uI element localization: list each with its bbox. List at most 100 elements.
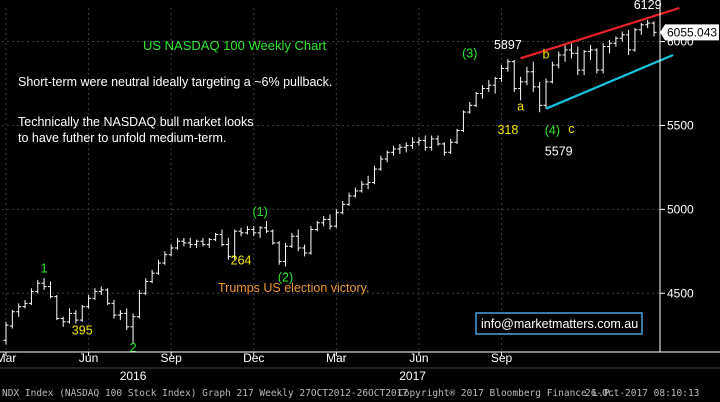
- ohlc-bar: [378, 155, 384, 171]
- note-line-2: Technically the NASDAQ bull market looks: [18, 115, 254, 129]
- ohlc-bar: [556, 51, 562, 69]
- ohlc-bar: [524, 66, 530, 86]
- election-note: Trumps US election victory.: [218, 281, 369, 295]
- annotation-label: c: [568, 122, 574, 136]
- ohlc-bar: [422, 135, 428, 151]
- ohlc-bar: [105, 288, 111, 306]
- ohlc-bar: [302, 244, 308, 257]
- x-tick-label: Jun: [79, 351, 98, 365]
- ohlc-bar: [136, 289, 142, 319]
- ohlc-bar: [486, 80, 492, 92]
- ohlc-bar: [435, 135, 441, 146]
- contact-email[interactable]: info@marketmatters.com.au: [481, 317, 638, 331]
- ohlc-bar: [3, 321, 9, 345]
- ohlc-bar: [467, 101, 473, 114]
- trendline-cyan: [545, 53, 674, 110]
- ohlc-bar: [251, 226, 257, 237]
- ohlc-bar: [645, 19, 651, 29]
- annotation-label: 1: [41, 261, 48, 275]
- annotation-label: a: [517, 99, 524, 113]
- ohlc-bar: [314, 221, 320, 232]
- bloomberg-footer: NDX Index (NASDAQ 100 Stock Index) Graph…: [0, 385, 720, 402]
- ohlc-bar: [232, 229, 238, 260]
- ohlc-bar: [352, 187, 358, 198]
- ohlc-bar: [213, 232, 219, 242]
- year-label: 2017: [399, 369, 426, 383]
- ohlc-bar: [359, 180, 365, 193]
- trendline-red: [520, 6, 680, 60]
- ohlc-bar: [384, 150, 390, 163]
- x-tick-label: Mar: [326, 351, 347, 365]
- ohlc-bar: [219, 229, 225, 247]
- note-line-1: Short-term were neutral ideally targetin…: [18, 75, 332, 89]
- ohlc-bar: [206, 237, 212, 248]
- ohlc-bar: [327, 214, 333, 230]
- ohlc-bar: [289, 232, 295, 248]
- ohlc-bar: [340, 200, 346, 215]
- ohlc-bar: [263, 221, 269, 233]
- ohlc-bar: [162, 251, 168, 265]
- ohlc-bar: [187, 237, 193, 248]
- ohlc-bar: [448, 138, 454, 154]
- ohlc-bar: [626, 29, 632, 55]
- annotation-label: 5897: [494, 38, 522, 52]
- ohlc-bar: [181, 237, 187, 247]
- ohlc-bar: [594, 48, 600, 74]
- ohlc-bar: [117, 310, 123, 321]
- ohlc-bar: [194, 239, 200, 248]
- contact-box[interactable]: info@marketmatters.com.au: [475, 312, 643, 335]
- ohlc-bar: [371, 165, 377, 185]
- footer-copyright: Copyright® 2017 Bloomberg Finance L.P.: [398, 388, 616, 399]
- ohlc-bar: [60, 316, 66, 327]
- ohlc-bar: [562, 43, 568, 62]
- annotation-label: (1): [252, 205, 267, 219]
- x-tick-label: Mar: [0, 351, 16, 365]
- ohlc-bar: [651, 21, 657, 37]
- ohlc-bar: [16, 303, 22, 317]
- y-tick-label: 5500: [667, 118, 694, 132]
- ohlc-bar: [67, 308, 73, 324]
- ohlc-bar: [73, 310, 79, 324]
- ohlc-bar: [130, 313, 136, 344]
- ohlc-bar: [632, 28, 638, 52]
- price-chart: 1 395 2 (1) 264 (2) (3) 5897 b a 318 (4) c 5579 6129 4…: [0, 0, 720, 383]
- ohlc-bar: [397, 143, 403, 154]
- ohlc-bar: [511, 60, 517, 92]
- ohlc-bar: [403, 142, 409, 153]
- ohlc-bar: [479, 85, 485, 99]
- ohlc-bar: [346, 192, 352, 207]
- ohlc-bar: [499, 65, 505, 82]
- ohlc-bar: [441, 142, 447, 156]
- last-price-marker: 6055.043: [660, 24, 719, 41]
- ohlc-bar: [308, 226, 314, 255]
- ohlc-bar: [276, 241, 282, 265]
- ohlc-bar: [473, 91, 479, 108]
- ohlc-bar: [86, 294, 92, 309]
- ohlc-bar: [429, 135, 435, 151]
- annotation-label: b: [543, 47, 550, 61]
- ohlc-bar: [505, 58, 511, 72]
- ohlc-bar: [410, 137, 416, 149]
- chart-title: US NASDAQ 100 Weekly Chart: [143, 38, 327, 53]
- ohlc-bar: [295, 229, 301, 252]
- ohlc-bar: [454, 128, 460, 144]
- ohlc-bar: [283, 242, 289, 267]
- ohlc-bar: [54, 294, 60, 321]
- year-label: 2016: [120, 369, 147, 383]
- ohlc-bar: [365, 175, 371, 190]
- x-tick-label: Sep: [160, 351, 182, 365]
- annotation-label: 264: [231, 254, 252, 268]
- ohlc-bar: [47, 281, 53, 299]
- last-price-label: 6055.043: [667, 25, 717, 39]
- annotation-label: (3): [462, 47, 477, 61]
- ohlc-bar: [619, 31, 625, 42]
- ohlc-bar: [98, 286, 104, 295]
- y-tick-label: 4500: [667, 286, 694, 300]
- x-tick-label: Sep: [491, 351, 513, 365]
- ohlc-bar: [568, 43, 574, 59]
- annotation-label: 6129: [634, 0, 662, 12]
- ohlc-bar: [155, 259, 161, 275]
- ohlc-bar: [238, 227, 244, 237]
- ohlc-bar: [492, 76, 498, 94]
